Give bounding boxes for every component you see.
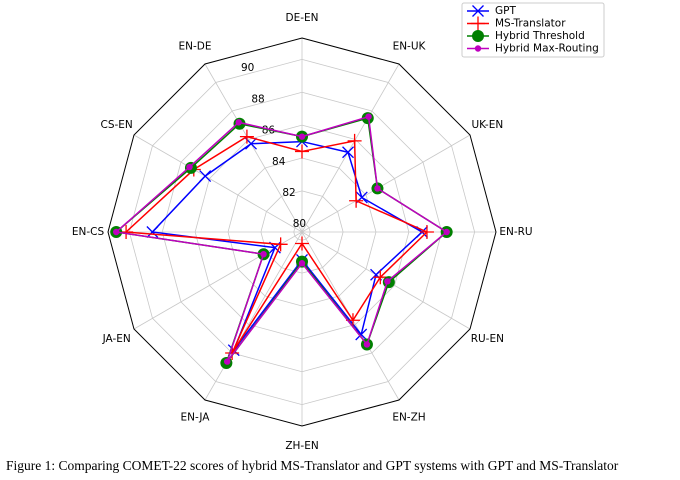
marker [384,278,391,285]
marker [146,226,159,238]
r-tick-label: 80 [293,218,306,230]
marker [373,270,388,285]
marker [235,119,242,126]
marker [471,16,485,31]
frame [107,37,497,427]
marker [355,328,368,341]
grid-spoke [301,63,400,233]
marker [295,144,309,159]
grid-spoke [301,134,471,233]
legend-box [461,2,605,58]
marker [186,163,193,171]
marker [298,260,306,267]
marker [472,5,484,17]
category-label: JA-EN [102,333,131,345]
marker [199,170,212,183]
category-label: EN-JA [181,411,211,423]
r-tick-label: 84 [272,156,286,168]
legend-label: Hybrid Max-Routing [495,43,599,55]
category-label: EN-CS [72,226,105,238]
marker [295,236,309,251]
category-label: RU-EN [471,333,504,345]
marker [298,133,306,140]
marker [273,237,288,252]
marker [365,113,372,120]
legend-label: Hybrid Threshold [495,30,585,42]
r-tick-label: 82 [282,187,295,199]
marker [474,45,482,52]
category-label: EN-DE [179,41,212,53]
grid-spoke [133,134,303,233]
marker [472,30,484,42]
category-label: EN-RU [499,226,532,238]
grid-spoke [204,63,303,233]
category-label: CS-EN [101,119,133,131]
grid-spoke [204,231,303,401]
marker [347,133,362,148]
r-tick-label: 90 [241,62,254,74]
category-label: EN-ZH [392,411,425,423]
marker [443,228,450,236]
category-label: ZH-EN [285,440,318,452]
marker [239,129,254,144]
marker [342,146,354,159]
r-tick-label: 88 [251,93,264,105]
marker [113,228,120,236]
category-label: EN-UK [393,41,427,53]
category-label: DE-EN [286,12,319,24]
caption: Figure 1: Comparing COMET-22 scores of h… [6,458,619,473]
marker [260,250,267,258]
category-label: UK-EN [471,119,503,131]
marker [223,358,231,365]
legend-label: GPT [495,5,516,17]
marker [419,225,434,239]
marker [374,185,381,192]
marker [349,193,364,208]
marker [363,341,371,348]
legend-label: MS-Translator [495,18,566,30]
